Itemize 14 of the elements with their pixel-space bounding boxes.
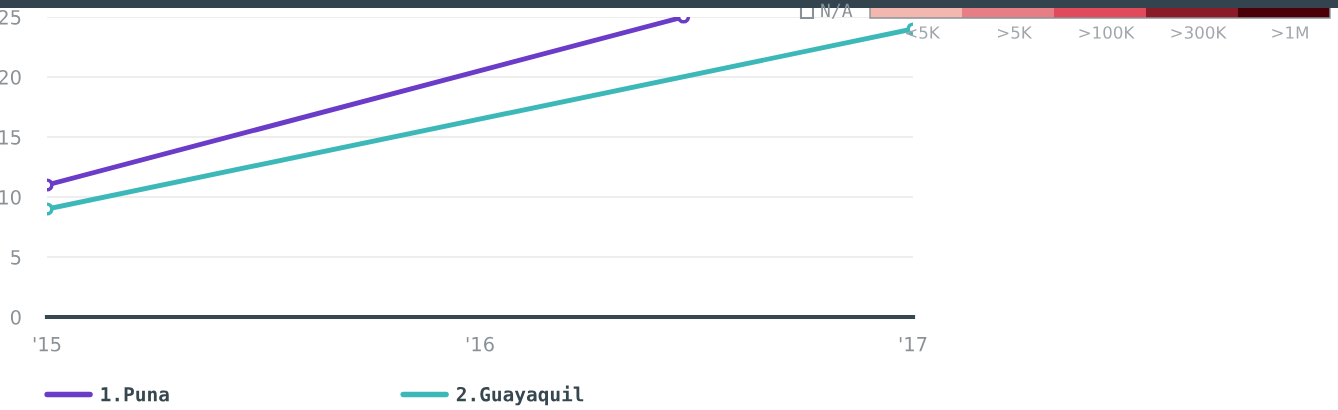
x-tick-label: '17: [899, 337, 927, 352]
y-tick-label: 0: [10, 309, 21, 325]
x-tick-label: '16: [466, 336, 494, 352]
legend-label: 1.Puna: [101, 387, 169, 402]
category-label: N/A: [821, 3, 853, 19]
category-label: >5K: [998, 26, 1033, 39]
y-tick-label: 15: [0, 130, 21, 145]
legend-label: 2.Guayaquil: [456, 385, 584, 406]
y-tick-label: 5: [11, 250, 21, 265]
category-label: >300K: [1171, 26, 1227, 39]
y-tick-label: 10: [0, 189, 21, 205]
x-tick-label: '15: [33, 337, 61, 352]
category-label: >1M: [1272, 26, 1308, 39]
category-label: >100K: [1079, 26, 1135, 39]
